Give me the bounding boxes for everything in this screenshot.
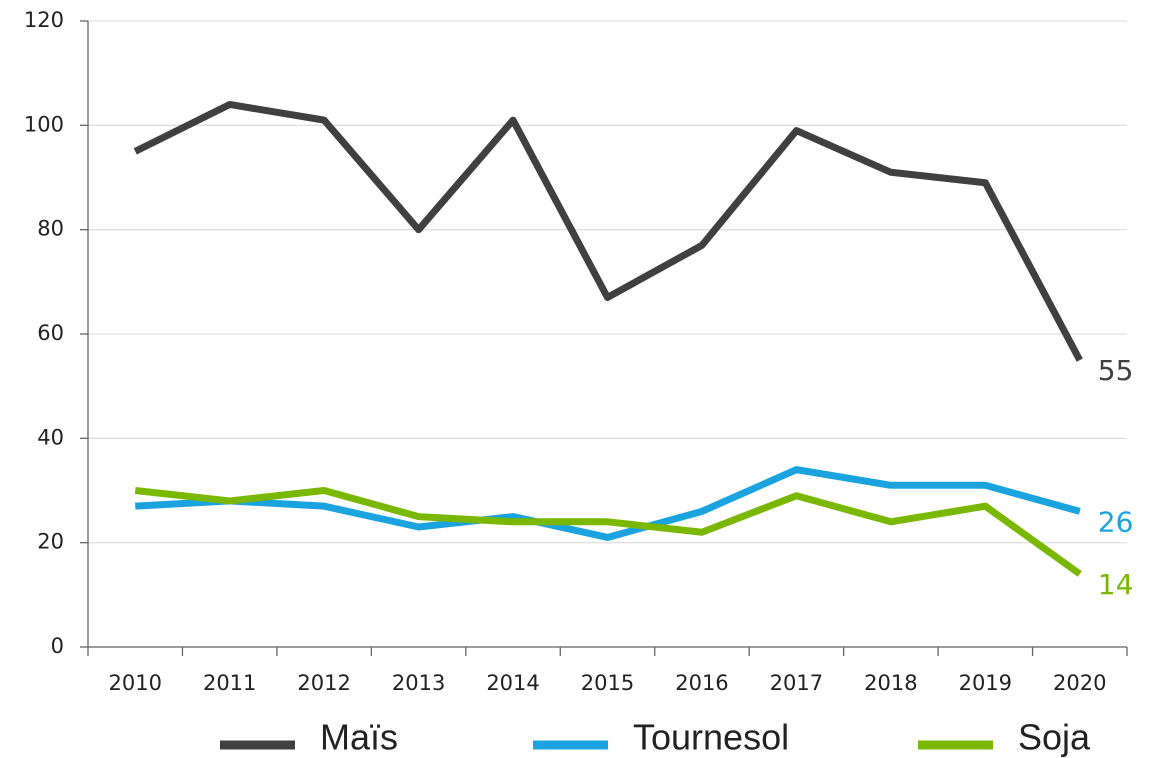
y-tick-label: 40	[37, 425, 64, 449]
end-label: 26	[1098, 505, 1134, 538]
x-tick-label: 2016	[675, 671, 728, 695]
legend-label: Tournesol	[633, 717, 789, 758]
x-tick-label: 2018	[864, 671, 917, 695]
x-tick-label: 2020	[1053, 671, 1106, 695]
x-tick-label: 2017	[770, 671, 823, 695]
x-tick-label: 2015	[581, 671, 634, 695]
y-tick-label: 20	[37, 530, 64, 554]
y-tick-label: 80	[37, 217, 64, 241]
x-tick-label: 2014	[486, 671, 539, 695]
y-tick-label: 100	[24, 112, 64, 136]
series-line	[135, 466, 1081, 541]
legend-label: Maïs	[320, 717, 398, 758]
end-label: 14	[1098, 568, 1134, 601]
legend-label: Soja	[1018, 717, 1091, 758]
x-tick-label: 2010	[109, 671, 162, 695]
x-tick-label: 2012	[297, 671, 350, 695]
x-tick-label: 2019	[959, 671, 1012, 695]
y-tick-label: 120	[24, 8, 64, 32]
end-label: 55	[1098, 354, 1134, 387]
y-tick-label: 60	[37, 321, 64, 345]
x-tick-label: 2013	[392, 671, 445, 695]
y-tick-label: 0	[51, 634, 64, 658]
x-tick-label: 2011	[203, 671, 256, 695]
series-line	[133, 100, 1083, 362]
series-line	[134, 487, 1082, 577]
